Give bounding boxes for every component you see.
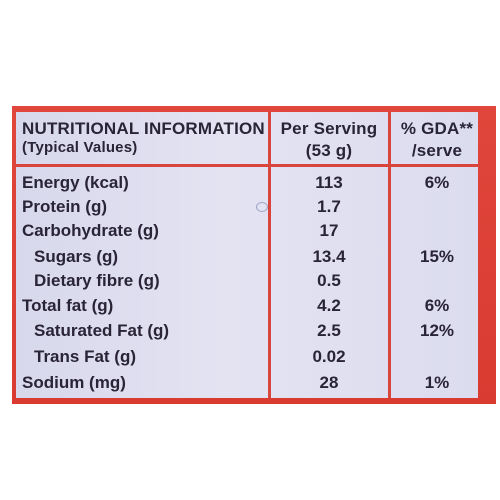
nutrient-gda: 12% xyxy=(419,321,455,340)
header-per-serve: /serve xyxy=(411,141,463,160)
nutrient-per-serving: 4.2 xyxy=(317,296,341,315)
header-divider xyxy=(16,164,478,167)
nutrient-per-serving: 2.5 xyxy=(317,321,341,340)
nutrient-gda: 6% xyxy=(424,296,450,315)
nutrient-per-serving: 0.02 xyxy=(312,347,346,366)
nutrient-name: Carbohydrate (g) xyxy=(22,221,159,240)
nutrition-label-panel xyxy=(16,112,478,398)
nutrient-per-serving: 28 xyxy=(319,373,339,392)
nutrient-per-serving: 17 xyxy=(319,221,339,240)
print-smudge xyxy=(256,202,268,212)
column-divider-1 xyxy=(268,112,271,398)
nutrient-name: Energy (kcal) xyxy=(22,173,129,192)
nutrient-per-serving: 1.7 xyxy=(317,197,341,216)
nutrient-name: Sodium (mg) xyxy=(22,373,126,392)
nutrient-name: Protein (g) xyxy=(22,197,107,216)
nutrient-name: Saturated Fat (g) xyxy=(34,321,170,340)
nutrient-per-serving: 0.5 xyxy=(317,271,341,290)
nutrient-per-serving: 113 xyxy=(315,173,343,192)
nutrient-gda: 1% xyxy=(424,373,450,392)
nutrient-gda: 6% xyxy=(424,173,450,192)
nutrient-name: Total fat (g) xyxy=(22,296,114,315)
nutrient-per-serving: 13.4 xyxy=(312,247,346,266)
nutrient-name: Sugars (g) xyxy=(34,247,119,266)
nutrient-gda: 15% xyxy=(419,247,455,266)
header-gda: % GDA** xyxy=(400,119,474,138)
header-nutritional-information: NUTRITIONAL INFORMATION xyxy=(22,119,265,138)
nutrient-name: Trans Fat (g) xyxy=(34,347,137,366)
header-per-serving: Per Serving xyxy=(280,119,378,138)
nutrient-name: Dietary fibre (g) xyxy=(34,271,160,290)
header-serving-size: (53 g) xyxy=(305,141,353,160)
header-typical-values: (Typical Values) xyxy=(22,139,138,156)
column-divider-2 xyxy=(388,112,391,398)
